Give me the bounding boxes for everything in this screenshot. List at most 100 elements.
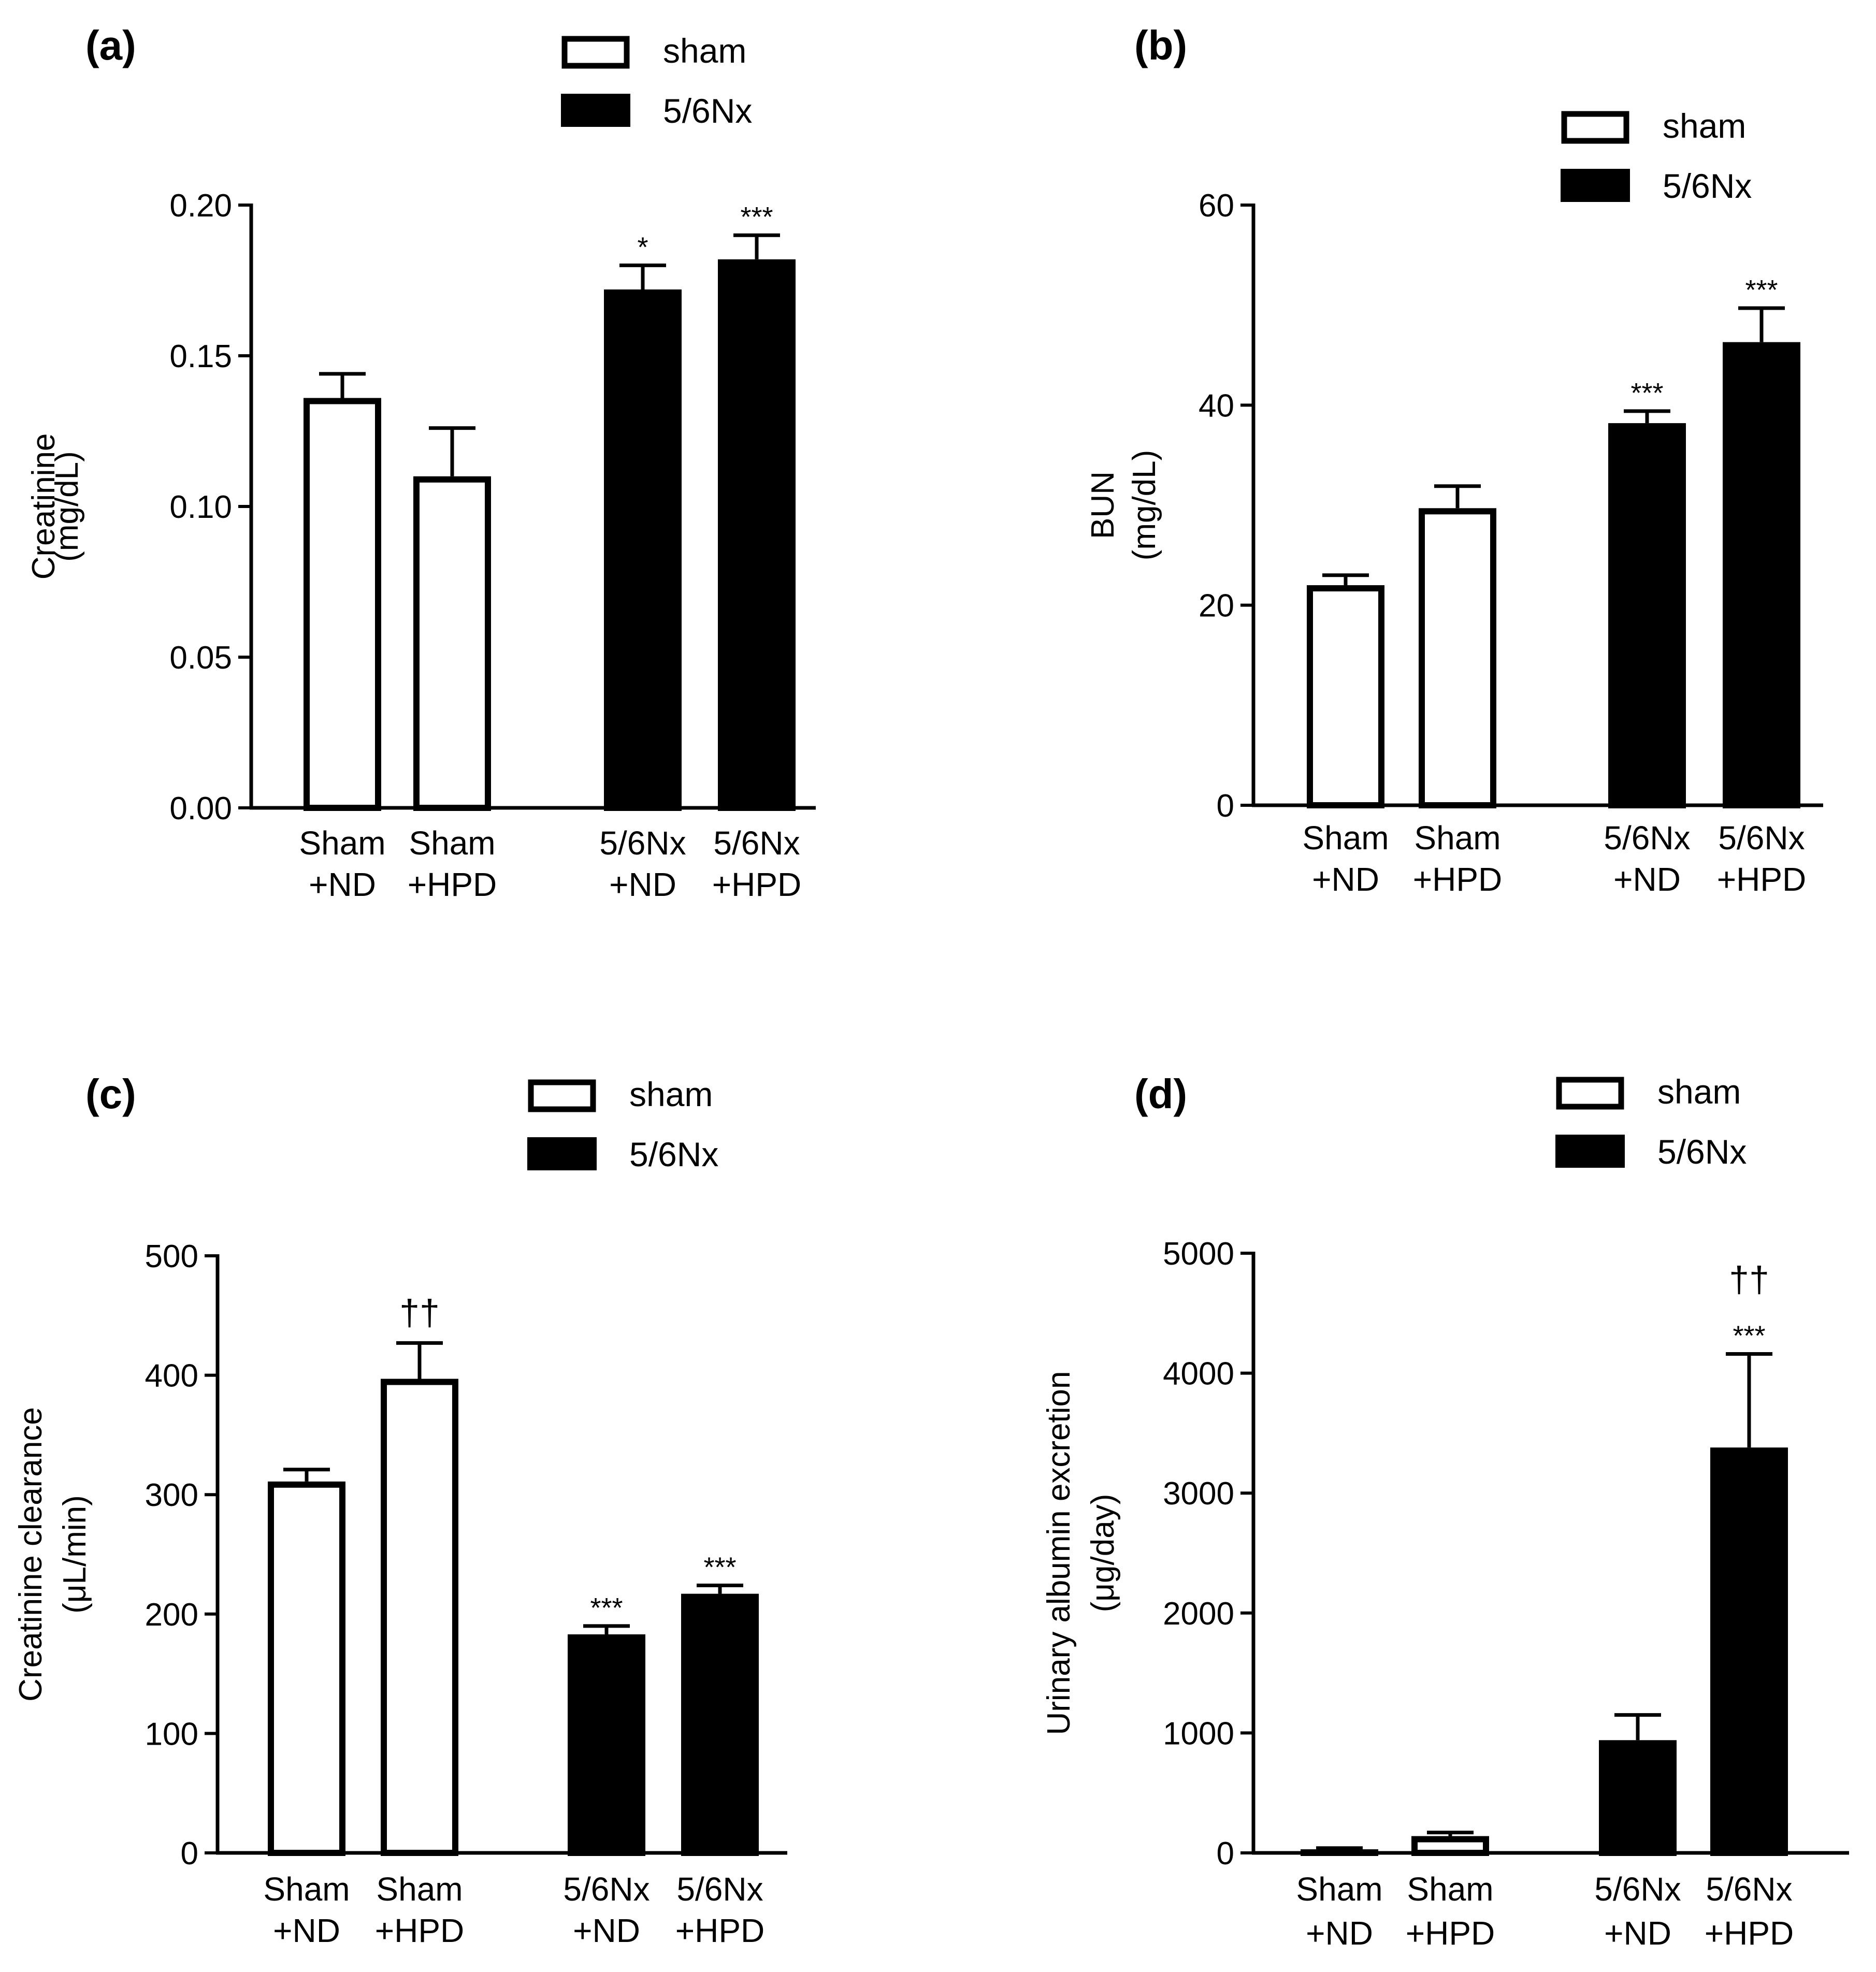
x-category-label: 5/6Nx	[676, 1871, 763, 1908]
x-category-label: +HPD	[1717, 861, 1807, 898]
y-axis-label: Creatinine clearance	[13, 1407, 49, 1702]
bar-nx	[1608, 423, 1686, 808]
bar-sham	[1411, 1836, 1489, 1856]
bar-sham	[1419, 508, 1496, 808]
y-tick-label: 0	[1217, 1836, 1234, 1872]
significance-stars: ***	[1733, 1321, 1765, 1352]
significance-stars: ***	[590, 1592, 623, 1623]
legend-swatch-nx	[1555, 1135, 1625, 1168]
legend-swatch-nx	[561, 94, 630, 127]
bar-nx	[1599, 1740, 1677, 1856]
significance-stars: ***	[703, 1552, 736, 1583]
bar-sham	[304, 398, 381, 811]
bar-sham	[413, 476, 491, 811]
y-axis-label: (mg/dL)	[1127, 450, 1162, 561]
legend-swatch-sham	[528, 1079, 596, 1112]
bar-sham	[1301, 1849, 1378, 1857]
y-tick-label: 0	[181, 1836, 198, 1872]
legend-swatch-sham	[1561, 111, 1629, 144]
significance-stars: ***	[1745, 274, 1778, 306]
x-category-label: +ND	[1604, 1915, 1671, 1952]
y-axis-label: BUN	[1085, 471, 1121, 539]
x-category-label: +HPD	[1406, 1915, 1495, 1952]
x-category-label: +ND	[573, 1912, 640, 1949]
x-category-label: Sham	[409, 824, 495, 862]
legend-label-nx: 5/6Nx	[629, 1135, 718, 1173]
bar-nx	[718, 259, 796, 811]
bar-sham	[268, 1481, 345, 1856]
panel-d: (d) 0 1000 2000 3000 4000 5000 Urinary albumin …	[1041, 1071, 1849, 1952]
significance-stars: ***	[1630, 378, 1663, 409]
bar-nx	[1710, 1447, 1788, 1856]
x-category-label: 5/6Nx	[1594, 1871, 1681, 1908]
x-category-label: +HPD	[712, 866, 802, 903]
panel-label: (b)	[1134, 22, 1187, 68]
bar-nx	[1723, 342, 1800, 808]
y-tick-label: 20	[1199, 588, 1234, 624]
x-category-label: Sham	[299, 824, 385, 862]
legend-swatch-nx	[527, 1137, 597, 1170]
legend-swatch-sham	[561, 36, 630, 69]
y-axis-label: Creatinine	[26, 433, 62, 580]
x-category-label: 5/6Nx	[599, 824, 686, 862]
x-category-label: Sham	[1296, 1871, 1382, 1908]
y-tick-label: 4000	[1163, 1356, 1234, 1392]
x-category-label: 5/6Nx	[1718, 819, 1805, 857]
panel-a: (a) 0.00 0.05 0.10 0.15 0.20 Creatinine(mg/dL)…	[26, 22, 816, 903]
y-axis-label: (μL/min)	[57, 1495, 93, 1614]
legend-label-nx: 5/6Nx	[663, 92, 752, 130]
y-tick-label: 100	[145, 1716, 198, 1752]
y-axis-label: (mg/dL)	[49, 451, 85, 562]
bar-nx	[604, 289, 682, 811]
x-category-label: Sham	[1407, 1871, 1493, 1908]
y-axis-label: Urinary albumin excretion	[1041, 1371, 1077, 1735]
legend-label-nx: 5/6Nx	[1657, 1133, 1747, 1171]
legend-swatch-sham	[1556, 1077, 1624, 1110]
y-tick-label: 3000	[1163, 1476, 1234, 1512]
x-category-label: Sham	[263, 1871, 350, 1908]
x-category-label: 5/6Nx	[1604, 819, 1690, 857]
x-category-label: Sham	[376, 1871, 463, 1908]
significance-stars: *	[637, 231, 648, 263]
panel-b: (b) 0 20 40 60 BUN (mg/dL) Sham +ND Sham +HPD 5/6Nx…	[1085, 22, 1823, 898]
y-tick-label: 0.00	[169, 791, 232, 827]
significance-stars: ***	[740, 201, 773, 233]
x-category-label: +ND	[309, 866, 376, 903]
bar-sham	[1307, 585, 1384, 808]
x-category-label: 5/6Nx	[1706, 1871, 1792, 1908]
legend-label-sham: sham	[663, 32, 746, 70]
y-tick-label: 300	[145, 1477, 198, 1513]
bar-nx	[568, 1634, 645, 1856]
legend-swatch-nx	[1561, 169, 1630, 202]
y-tick-label: 0	[1217, 788, 1234, 824]
x-category-label: +HPD	[408, 866, 497, 903]
legend-label-sham: sham	[1657, 1072, 1741, 1111]
y-tick-label: 60	[1199, 188, 1234, 224]
x-category-label: +HPD	[375, 1912, 465, 1949]
y-tick-label: 0.20	[169, 188, 232, 224]
y-tick-label: 500	[145, 1239, 198, 1274]
bar-nx	[681, 1593, 759, 1856]
bar-sham	[381, 1379, 458, 1857]
x-category-label: Sham	[1302, 819, 1389, 857]
y-tick-label: 2000	[1163, 1596, 1234, 1632]
y-tick-label: 0.05	[169, 640, 232, 676]
x-category-label: +HPD	[675, 1912, 765, 1949]
y-tick-label: 40	[1199, 388, 1234, 424]
legend-label-sham: sham	[629, 1075, 713, 1113]
y-axis-label: (μg/day)	[1085, 1494, 1121, 1613]
x-category-label: 5/6Nx	[713, 824, 800, 862]
y-tick-label: 1000	[1163, 1716, 1234, 1751]
panel-label: (c)	[85, 1071, 136, 1117]
y-tick-label: 200	[145, 1597, 198, 1633]
significance-daggers: ††	[399, 1292, 440, 1332]
x-category-label: 5/6Nx	[563, 1871, 650, 1908]
y-tick-label: 400	[145, 1358, 198, 1394]
y-tick-label: 0.15	[169, 339, 232, 374]
panel-c: (c) 0 100 200 300 400 500 Creatinine clearance(…	[13, 1071, 787, 1949]
x-category-label: +ND	[609, 866, 676, 903]
x-category-label: +ND	[273, 1912, 340, 1949]
y-tick-label: 0.10	[169, 489, 232, 525]
panel-label: (a)	[85, 22, 136, 68]
